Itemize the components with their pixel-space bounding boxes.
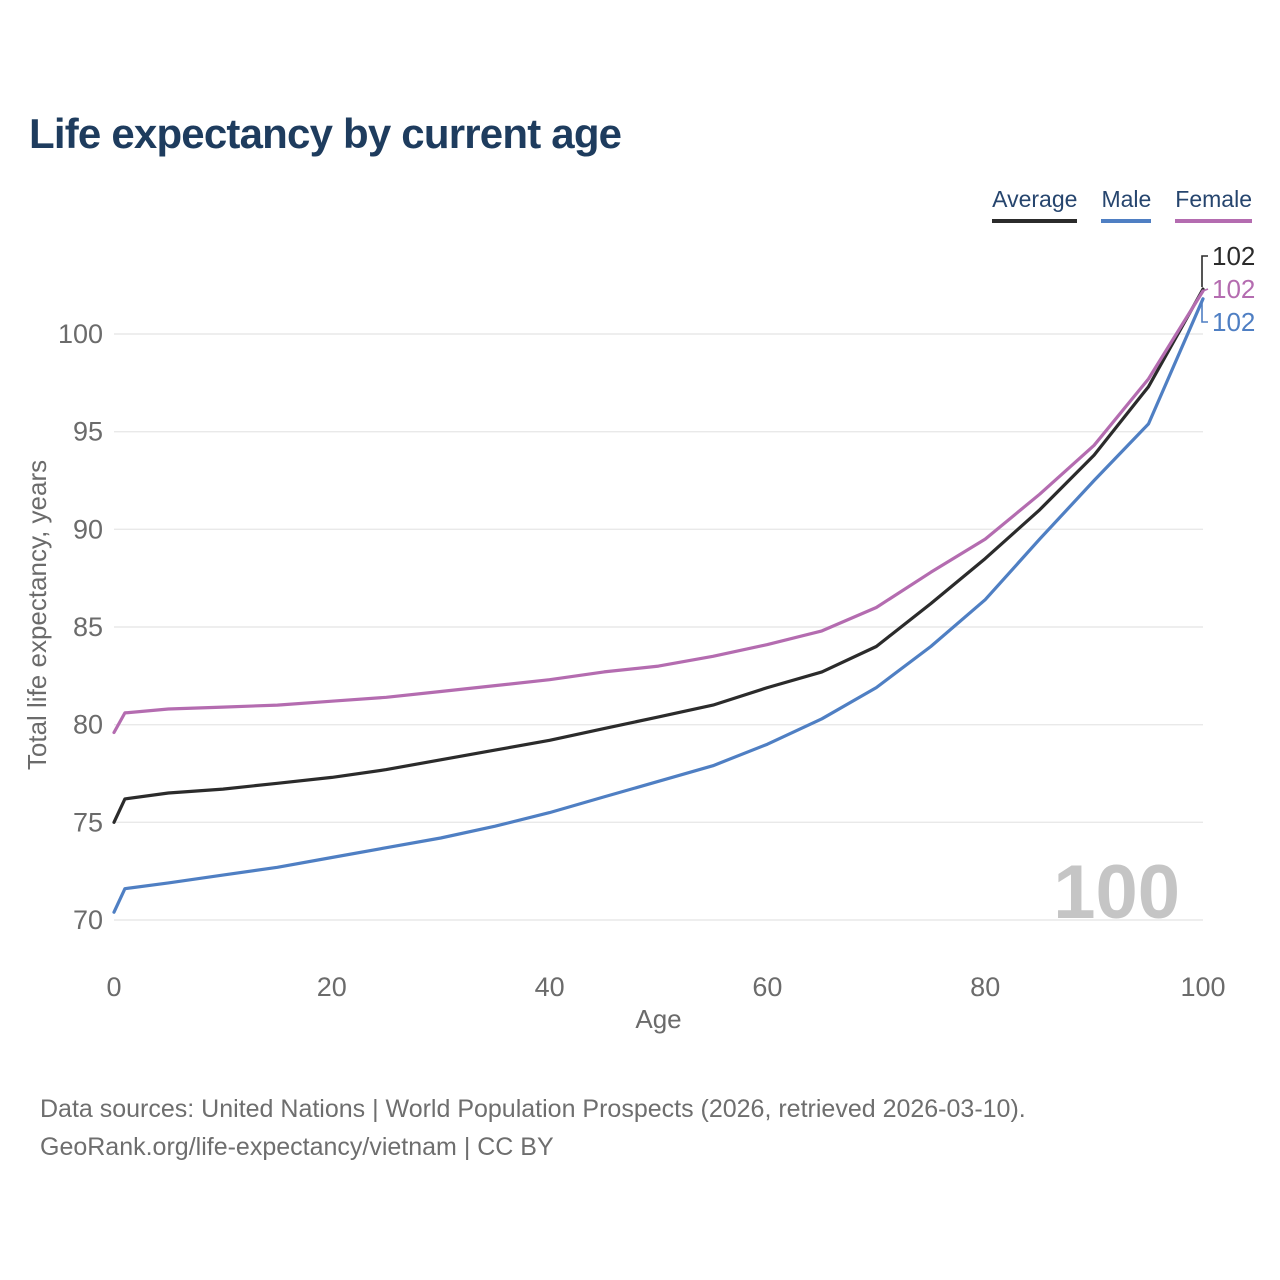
legend-label-average: Average	[992, 186, 1078, 212]
legend-label-male: Male	[1101, 186, 1152, 212]
x-tick-label: 0	[106, 972, 121, 1002]
page-title: Life expectancy by current age	[29, 110, 622, 157]
x-tick-label: 100	[1180, 972, 1225, 1002]
x-axis-label: Age	[635, 1004, 681, 1034]
y-tick-label: 100	[58, 319, 103, 349]
y-tick-label: 90	[73, 514, 103, 544]
series-line-male	[112, 297, 1205, 914]
y-tick-label: 75	[73, 807, 103, 837]
end-value-label-male: 102	[1212, 307, 1255, 337]
x-tick-label: 60	[752, 972, 782, 1002]
end-label-connector-male	[1201, 300, 1208, 323]
end-value-label-female: 102	[1212, 274, 1255, 304]
data-source-line-1: Data sources: United Nations | World Pop…	[40, 1095, 1026, 1123]
legend-item-female[interactable]: Female	[1175, 186, 1252, 223]
y-tick-label: 85	[73, 612, 103, 642]
y-tick-label: 80	[73, 710, 103, 740]
x-tick-label: 80	[970, 972, 1000, 1002]
legend-item-average[interactable]: Average	[992, 186, 1078, 223]
legend-label-female: Female	[1175, 186, 1252, 212]
series-line-female	[112, 289, 1205, 735]
legend: Average Male Female	[992, 186, 1252, 223]
watermark-age: 100	[1053, 850, 1180, 935]
x-tick-label: 20	[317, 972, 347, 1002]
y-axis-label: Total life expectancy, years	[22, 460, 52, 770]
series-line-average	[112, 287, 1205, 824]
data-source-note: Data sources: United Nations | World Pop…	[40, 1090, 1026, 1166]
x-tick-label: 40	[535, 972, 565, 1002]
end-label-connector-female	[1202, 288, 1209, 292]
end-value-label-average: 102	[1212, 241, 1255, 271]
y-tick-label: 70	[73, 905, 103, 935]
end-label-connector-average	[1201, 255, 1208, 288]
y-tick-label: 95	[73, 417, 103, 447]
legend-item-male[interactable]: Male	[1101, 186, 1152, 223]
data-source-line-2: GeoRank.org/life-expectancy/vietnam | CC…	[40, 1133, 554, 1161]
